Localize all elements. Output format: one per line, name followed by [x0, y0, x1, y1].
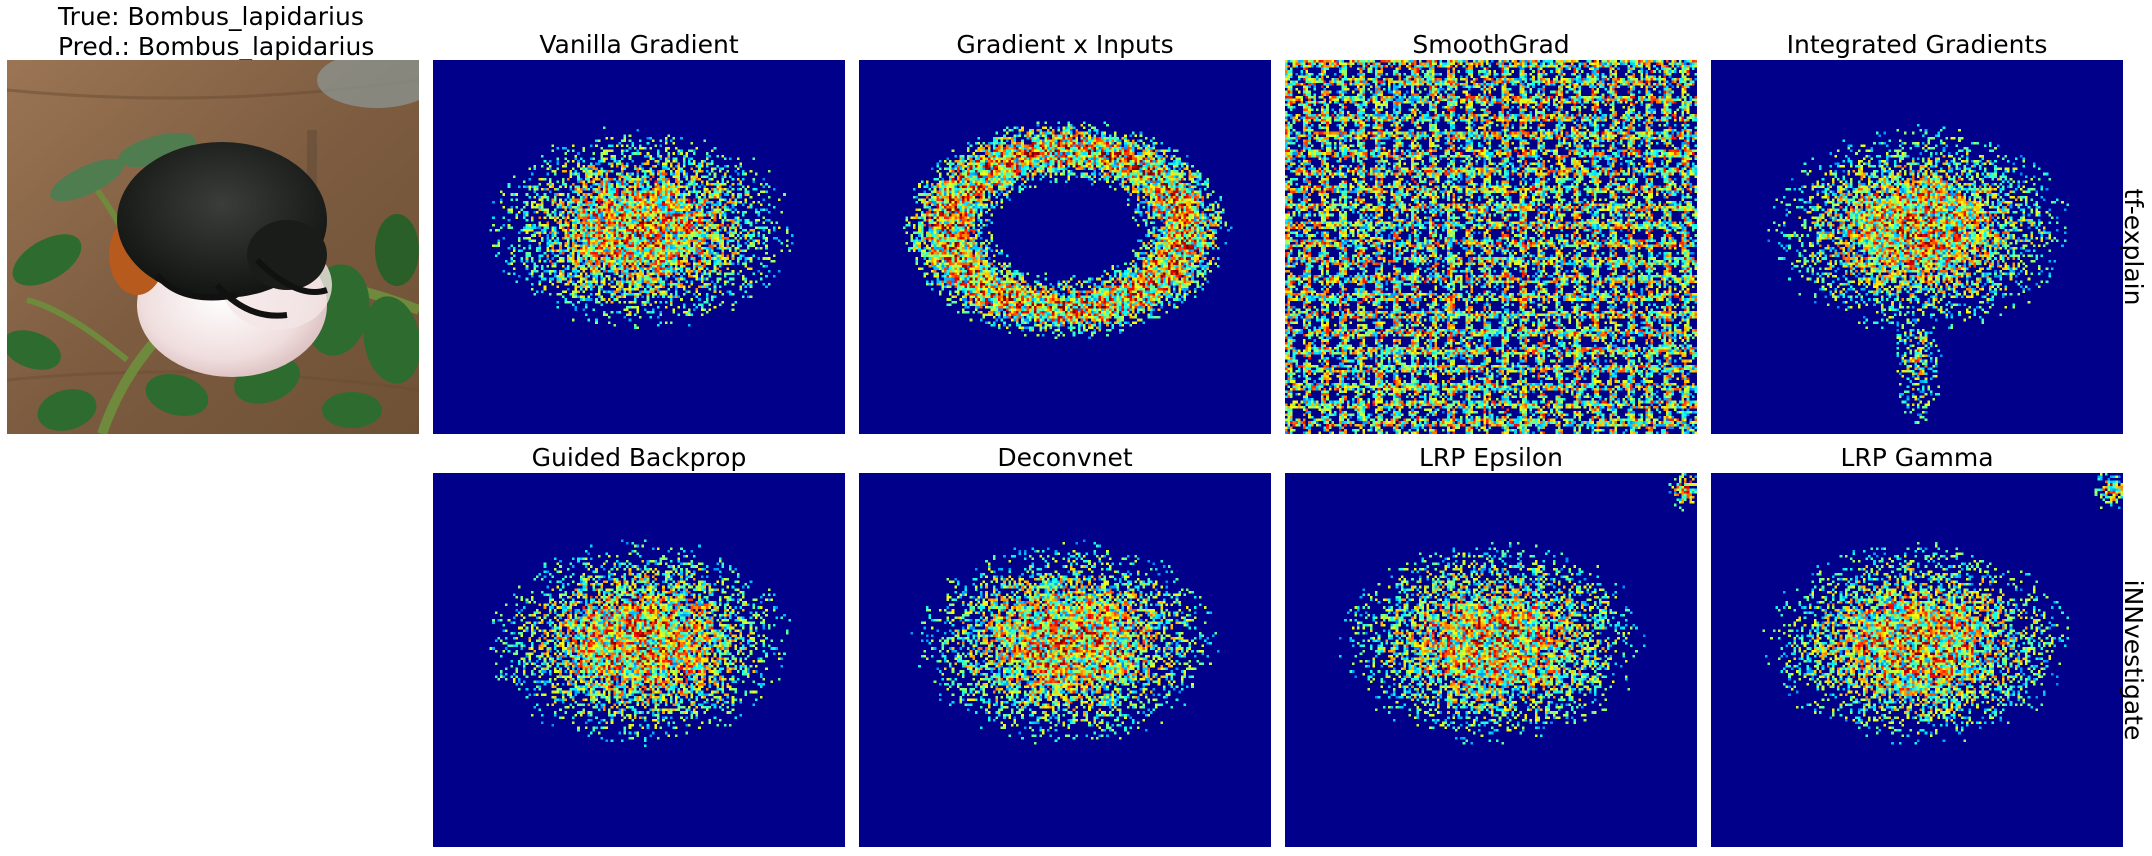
- pred-label: Pred.: Bombus_lapidarius: [58, 32, 375, 61]
- method-title-integrated-gradients: Integrated Gradients: [1786, 30, 2048, 59]
- attribution-map-lrp-gamma: [1711, 473, 2123, 847]
- attribution-map-gradient-x-inputs: [859, 60, 1271, 434]
- attribution-map-deconvnet: [859, 473, 1271, 847]
- heatmap-canvas: [433, 60, 845, 434]
- input-image: [7, 60, 419, 434]
- heatmap-canvas: [1285, 473, 1697, 847]
- method-title-guided-backprop: Guided Backprop: [531, 443, 747, 472]
- attribution-map-guided-backprop: [433, 473, 845, 847]
- method-title-vanilla-gradient: Vanilla Gradient: [539, 30, 739, 59]
- attribution-map-lrp-epsilon: [1285, 473, 1697, 847]
- attribution-map-vanilla-gradient: [433, 60, 845, 434]
- attribution-map-smoothgrad: [1285, 60, 1697, 434]
- true-label: True: Bombus_lapidarius: [58, 2, 364, 31]
- method-title-gradient-x-inputs: Gradient x Inputs: [956, 30, 1174, 59]
- row-label-innvestigate: iNNvestigate: [2119, 579, 2148, 741]
- row-label-tf-explain: tf-explain: [2119, 188, 2148, 306]
- attribution-map-integrated-gradients: [1711, 60, 2123, 434]
- bee-on-flower-photo: [7, 60, 419, 434]
- heatmap-canvas: [1285, 60, 1697, 434]
- heatmap-canvas: [859, 473, 1271, 847]
- method-title-deconvnet: Deconvnet: [997, 443, 1133, 472]
- heatmap-canvas: [1711, 60, 2123, 434]
- heatmap-canvas: [433, 473, 845, 847]
- method-title-smoothgrad: SmoothGrad: [1412, 30, 1570, 59]
- method-title-lrp-epsilon: LRP Epsilon: [1418, 443, 1564, 472]
- method-title-lrp-gamma: LRP Gamma: [1840, 443, 1994, 472]
- heatmap-canvas: [1711, 473, 2123, 847]
- heatmap-canvas: [859, 60, 1271, 434]
